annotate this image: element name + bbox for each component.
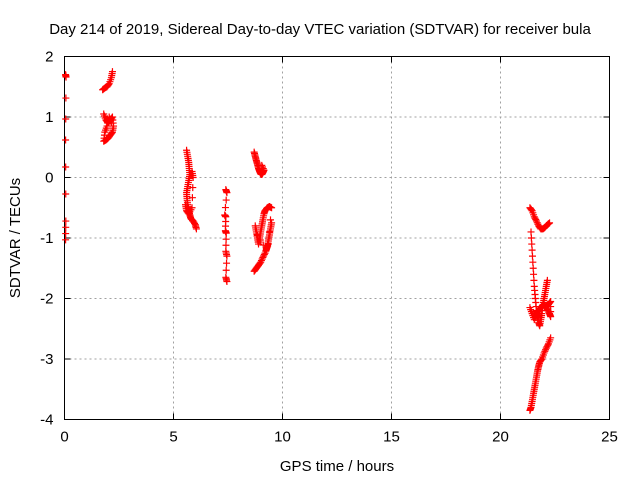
y-axis-label: SDTVAR / TECUs [7,178,24,298]
data-point [530,277,537,284]
data-point [530,265,537,272]
x-tick-label: 5 [169,429,177,446]
data-point [223,236,230,243]
data-point [223,197,230,204]
data-point [530,271,537,278]
data-point [62,230,69,237]
data-point [62,224,69,231]
grid [65,57,610,420]
data-point [528,241,535,248]
y-tick-label: 2 [45,49,53,66]
x-tick-label: 10 [274,429,291,446]
data-point [223,253,230,260]
data-point [62,136,69,143]
y-tick-label: -2 [40,291,53,308]
y-tick-label: -1 [40,230,53,247]
x-tick-label: 25 [601,429,618,446]
data-point [223,260,230,267]
data-point [222,204,229,211]
data-point [223,267,230,274]
y-tick-label: -4 [40,412,53,429]
data-point [62,95,69,102]
data-point [62,236,69,243]
x-tick-label: 15 [383,429,400,446]
data-point [62,164,69,171]
data-point [529,253,536,260]
y-tick-label: -3 [40,351,53,368]
data-point [529,247,536,254]
data-point [529,259,536,266]
x-tick-label: 20 [492,429,509,446]
y-tick-label: 0 [45,170,53,187]
data-point [528,228,535,235]
data-point [62,191,69,198]
data-point [222,242,229,249]
data-point [62,218,69,225]
data-point [528,235,535,242]
sdtvar-chart: Day 214 of 2019, Sidereal Day-to-day VTE… [0,0,640,480]
x-axis-label: GPS time / hours [280,458,394,475]
data-points [62,68,554,414]
chart-title: Day 214 of 2019, Sidereal Day-to-day VTE… [49,21,591,38]
x-tick-label: 0 [60,429,68,446]
y-tick-label: 1 [45,109,53,126]
